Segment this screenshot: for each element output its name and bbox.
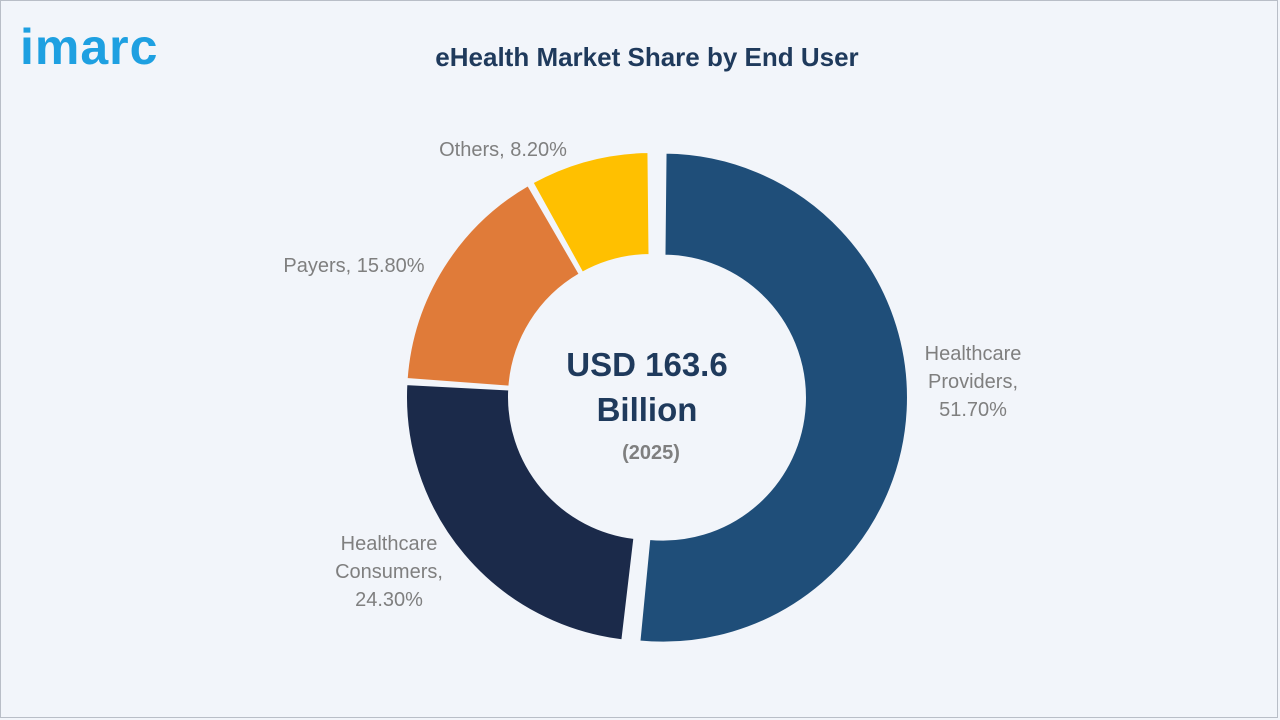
slice-label-line: Payers, 15.80% <box>283 255 424 277</box>
center-year: (2025) <box>622 442 680 464</box>
chart-title: eHealth Market Share by End User <box>435 42 859 72</box>
imarc-logo: imarc <box>20 19 159 75</box>
slice-label-3: Others, 8.20% <box>439 139 567 161</box>
slice-0 <box>638 151 909 644</box>
slice-label-line: Others, 8.20% <box>439 139 567 161</box>
slice-3 <box>531 151 651 275</box>
slice-label-line: Consumers, <box>335 561 443 583</box>
center-unit: Billion <box>597 391 698 428</box>
slice-label-1: Healthcare Consumers, 24.30% <box>335 533 443 611</box>
slice-2 <box>405 183 582 388</box>
slice-label-line: Healthcare <box>341 533 438 555</box>
slice-label-2: Payers, 15.80% <box>283 255 424 277</box>
slice-label-line: 24.30% <box>355 589 423 611</box>
slice-label-line: Providers, <box>928 371 1018 393</box>
slice-1 <box>405 383 636 642</box>
center-value: USD 163.6 <box>566 346 727 383</box>
slice-label-0: Healthcare Providers, 51.70% <box>925 343 1022 421</box>
slice-label-line: Healthcare <box>925 343 1022 365</box>
slice-label-line: 51.70% <box>939 399 1007 421</box>
